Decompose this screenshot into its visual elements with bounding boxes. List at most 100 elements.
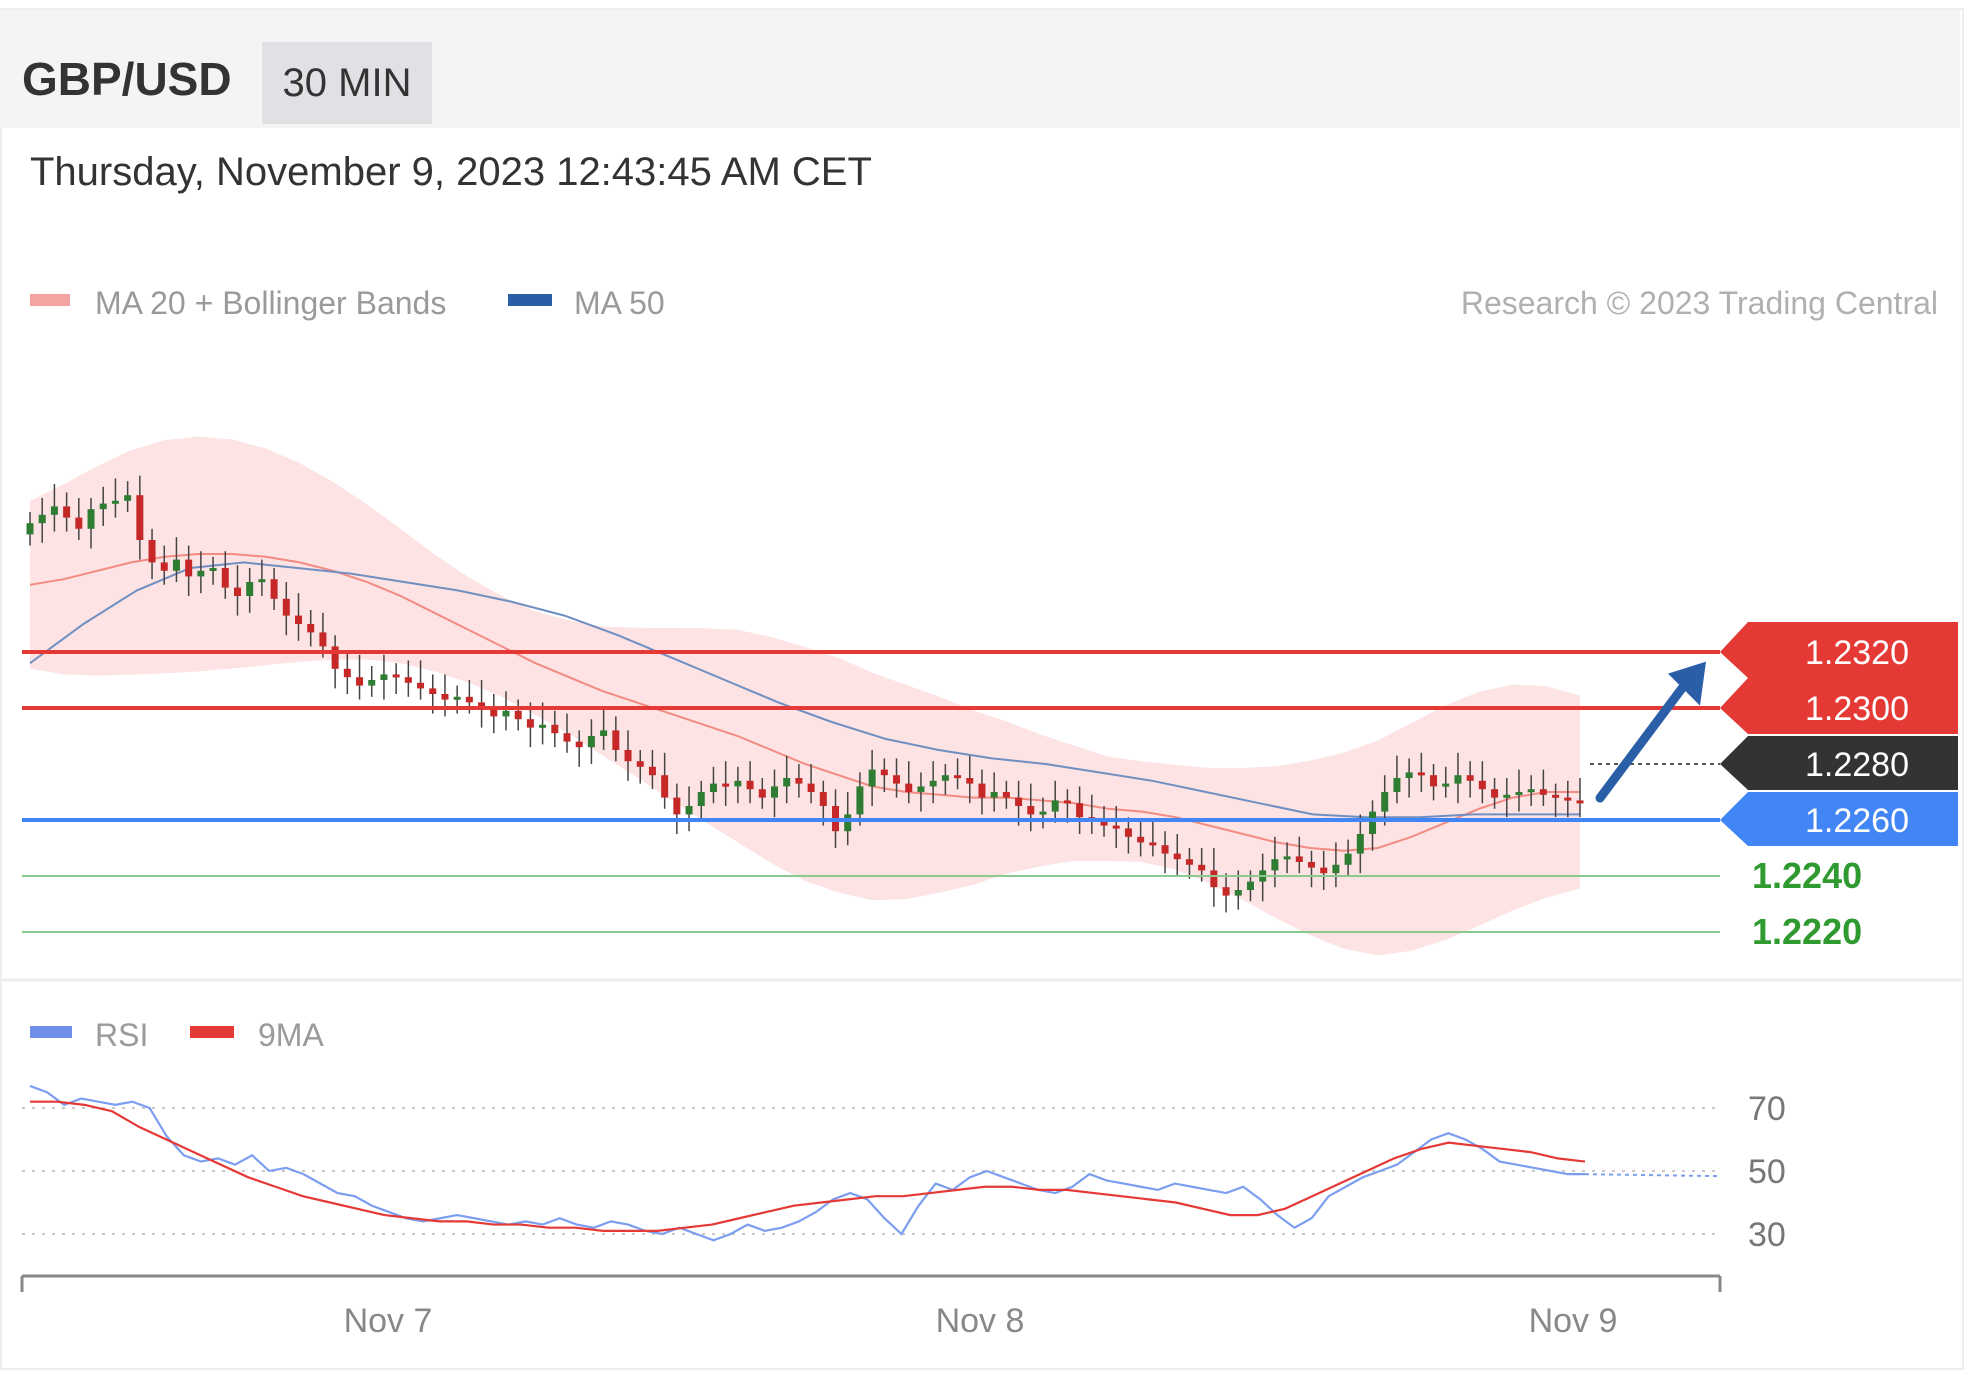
candle-body [1417, 772, 1425, 776]
candle-body [1173, 853, 1181, 860]
candle-body [1161, 845, 1169, 854]
ma20-legend-label: MA 20 + Bollinger Bands [95, 285, 446, 321]
candle-body [172, 559, 180, 571]
rsi-panel: 70 50 30 [22, 1084, 1786, 1254]
price-levels: 1.2320 1.2300 1.2280 1.2260 1.2240 1.2220 [22, 622, 1958, 952]
rsi-ma-legend-label: 9MA [258, 1017, 324, 1053]
candle-body [612, 730, 620, 750]
candle-body [966, 778, 974, 784]
candle-body [551, 724, 559, 734]
candle-body [1002, 792, 1010, 798]
resistance-label: 1.2320 [1805, 634, 1909, 672]
candle-body [807, 783, 815, 792]
ma20-line [29, 553, 1580, 852]
candle-body [1246, 881, 1254, 890]
candle-body [783, 778, 791, 787]
current-price-tag [1720, 736, 1958, 790]
candle-body [624, 750, 632, 762]
candle-body [368, 680, 376, 686]
candle-body [148, 540, 156, 563]
symbol-title: GBP/USD [22, 53, 232, 105]
candle-body [1295, 856, 1303, 862]
candle-body [1185, 859, 1193, 865]
candle-body [990, 792, 998, 798]
candle-body [905, 783, 913, 792]
candle-body [221, 568, 229, 588]
candle-body [1271, 859, 1279, 871]
candle-body [1539, 789, 1547, 795]
x-tick-label: Nov 8 [936, 1302, 1025, 1340]
candle-body [26, 523, 34, 535]
candle-body [502, 710, 510, 717]
candle-body [1137, 836, 1145, 843]
candle-body [1015, 797, 1023, 806]
candle-body [1356, 834, 1364, 854]
candle-body [514, 710, 522, 720]
candle-body [978, 783, 986, 798]
candle-body [1393, 778, 1401, 792]
candle-body [441, 694, 449, 700]
candle-body [539, 724, 547, 728]
candle-body [746, 780, 754, 790]
candle-body [1576, 800, 1584, 804]
candle-body [1405, 772, 1413, 778]
candle-body [63, 506, 71, 518]
candle-body [1466, 775, 1474, 781]
candle-body [392, 674, 400, 678]
timeframe-button[interactable]: 30 MIN [262, 42, 432, 124]
chart-card [0, 8, 1964, 1370]
resistance-tag [1720, 678, 1958, 734]
candle-body [1149, 842, 1157, 846]
candle-body [99, 503, 107, 510]
candle-body [697, 792, 705, 806]
candle-body [526, 719, 534, 728]
candle-body [319, 632, 327, 647]
candle-body [233, 587, 241, 596]
current-price-label: 1.2280 [1805, 746, 1909, 784]
candle-body [1442, 783, 1450, 787]
resistance-label: 1.2300 [1805, 690, 1909, 728]
candle-body [209, 568, 217, 571]
forecast-arrow-shaft [1595, 681, 1689, 803]
chart-header: GBP/USD 30 MIN [0, 10, 1960, 128]
candle-body [929, 780, 937, 787]
candle-body [685, 806, 693, 815]
candle-body [50, 506, 58, 515]
ma50-line [29, 561, 1580, 819]
candle-body [75, 517, 83, 529]
copyright-text: Research © 2023 Trading Central [1461, 285, 1938, 321]
candle-body [673, 797, 681, 815]
candle-body [307, 624, 315, 633]
forecast-arrow [1595, 661, 1706, 803]
rsi-tick-label: 50 [1748, 1153, 1786, 1191]
candle-body [478, 702, 486, 708]
candle-body [941, 775, 949, 781]
rsi-legend-swatch [30, 1026, 72, 1038]
weak-support-label: 1.2240 [1752, 855, 1862, 896]
timestamp: Thursday, November 9, 2023 12:43:45 AM C… [30, 150, 872, 194]
ma50-legend-swatch [508, 294, 552, 306]
candle-body [1112, 825, 1120, 829]
x-tick-label: Nov 7 [344, 1302, 433, 1340]
candle-body [795, 778, 803, 784]
candle-body [1503, 794, 1511, 798]
candle-body [1027, 806, 1035, 815]
candle-body [295, 615, 303, 624]
candle-body [1039, 811, 1047, 815]
candle-body [954, 775, 962, 779]
candle-body [331, 646, 339, 669]
candle-body [880, 769, 888, 776]
x-tick-label: Nov 9 [1529, 1302, 1618, 1340]
candle-body [563, 733, 571, 742]
candle-body [1332, 864, 1340, 874]
resistance-tag [1720, 622, 1958, 678]
candle-body [1527, 789, 1535, 793]
candle-body [1369, 811, 1377, 834]
candle-body [87, 509, 95, 529]
candle-body [490, 708, 498, 717]
candle-body [709, 783, 717, 792]
candle-body [1454, 775, 1462, 784]
candle-body [453, 696, 461, 700]
candle-body [258, 579, 266, 583]
